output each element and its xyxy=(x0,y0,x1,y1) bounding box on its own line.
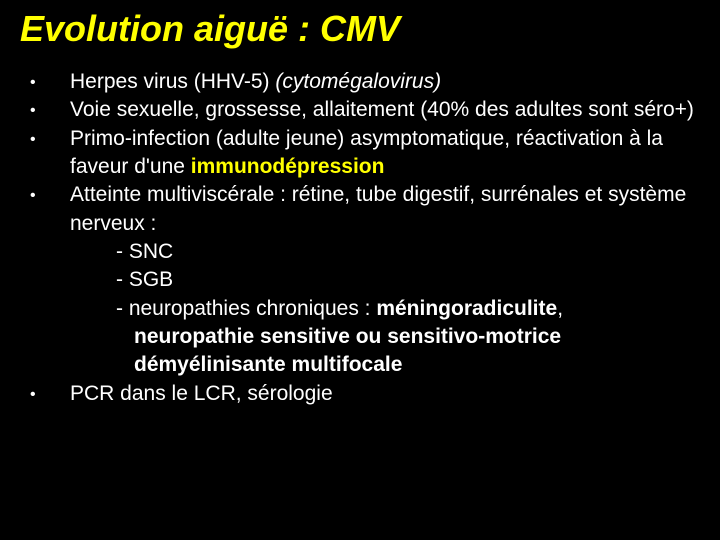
bullet-marker: • xyxy=(30,96,70,122)
sub-bullet-bold: neuropathie sensitive ou sensitivo-motri… xyxy=(30,323,704,380)
slide-title: Evolution aiguë : CMV xyxy=(16,8,704,50)
bullet-item: • Herpes virus (HHV-5) (cytomégalovirus) xyxy=(30,68,704,96)
bullet-marker: • xyxy=(30,181,70,207)
text-fragment: Herpes virus (HHV-5) xyxy=(70,70,275,93)
text-italic: (cytomégalovirus) xyxy=(275,70,441,93)
text-bold: méningoradiculite xyxy=(376,297,557,320)
sub-bullet: - SGB xyxy=(30,266,704,294)
bullet-item: • PCR dans le LCR, sérologie xyxy=(30,380,704,408)
bullet-marker: • xyxy=(30,380,70,406)
bullet-text: Atteinte multiviscérale : rétine, tube d… xyxy=(70,181,704,238)
bullet-text: Voie sexuelle, grossesse, allaitement (4… xyxy=(70,96,704,124)
text-fragment: - neuropathies chroniques : xyxy=(116,297,376,320)
bullet-text: Primo-infection (adulte jeune) asymptoma… xyxy=(70,125,704,182)
slide-container: Evolution aiguë : CMV • Herpes virus (HH… xyxy=(0,0,720,540)
bullet-text: PCR dans le LCR, sérologie xyxy=(70,380,704,408)
slide-content: • Herpes virus (HHV-5) (cytomégalovirus)… xyxy=(16,68,704,408)
bullet-item: • Atteinte multiviscérale : rétine, tube… xyxy=(30,181,704,238)
bullet-item: • Voie sexuelle, grossesse, allaitement … xyxy=(30,96,704,124)
bullet-item: • Primo-infection (adulte jeune) asympto… xyxy=(30,125,704,182)
sub-bullet: - SNC xyxy=(30,238,704,266)
text-highlight: immunodépression xyxy=(191,155,385,178)
bullet-marker: • xyxy=(30,125,70,151)
bullet-marker: • xyxy=(30,68,70,94)
text-fragment: , xyxy=(557,297,563,320)
bullet-text: Herpes virus (HHV-5) (cytomégalovirus) xyxy=(70,68,704,96)
sub-bullet: - neuropathies chroniques : méningoradic… xyxy=(30,295,704,323)
